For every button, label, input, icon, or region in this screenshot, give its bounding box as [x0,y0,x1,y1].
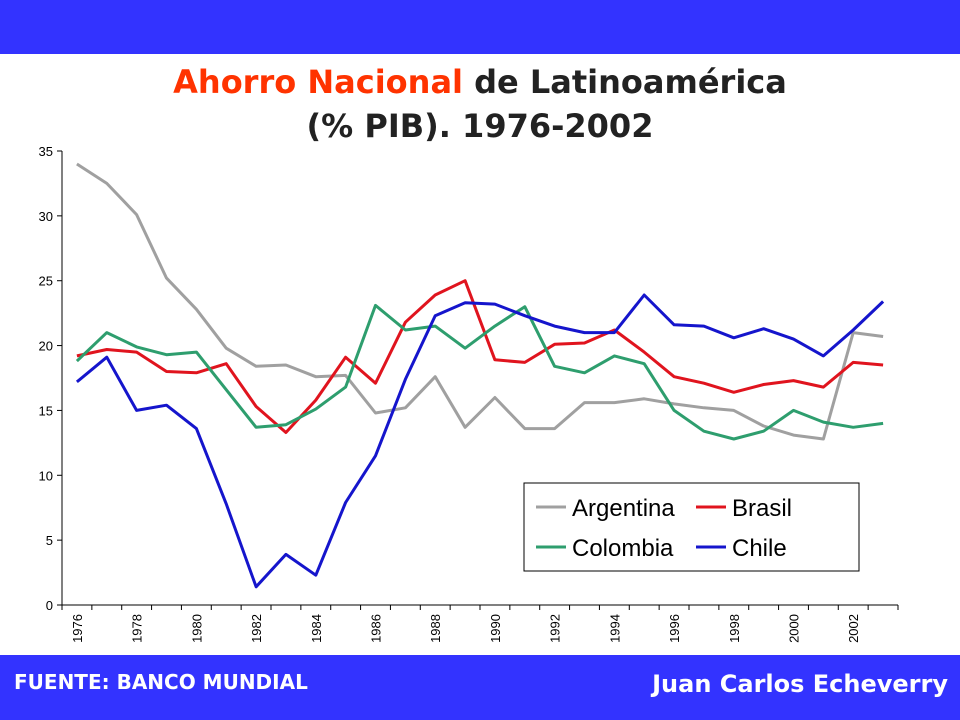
line-chart: 0 5 10 15 20 25 30 35 1976 1978 1980 1982 1984 1986 19… [39,144,899,643]
title-highlight: Ahorro Nacional [173,63,463,101]
chart-axes: 0 5 10 15 20 25 30 35 1976 1978 1980 1982 1984 1986 19… [39,144,899,643]
x-tick-label: 1998 [727,614,742,643]
x-tick-label: 1984 [309,614,324,643]
x-tick-label: 1992 [548,614,563,643]
legend-label-argentina: Argentina [572,495,675,522]
legend-label-colombia: Colombia [572,535,674,562]
title-line2: (% PIB). 1976-2002 [306,107,654,145]
y-tick-label: 0 [46,598,53,613]
y-tick-label: 15 [39,403,53,418]
series-line-argentina [76,162,884,441]
legend-box [523,482,860,572]
x-tick-label: 2000 [787,614,802,643]
x-tick-label: 1994 [607,614,622,643]
x-tick-label: 1982 [249,614,264,643]
legend-label-chile: Chile [732,535,787,562]
footer-band [0,655,960,720]
y-tick-label: 30 [39,209,53,224]
x-tick-label: 2002 [846,614,861,643]
legend-label-brasil: Brasil [732,495,792,522]
chart-legend: Argentina Brasil Colombia Chile [523,482,860,572]
header-band [0,0,960,54]
source-label: FUENTE: BANCO MUNDIAL [14,670,308,694]
x-tick-label: 1988 [428,614,443,643]
y-tick-label: 10 [39,468,53,483]
author-label: Juan Carlos Echeverry [652,670,948,698]
y-tick-label: 20 [39,339,53,354]
y-tick-label: 5 [46,533,53,548]
chart-series [75,162,885,589]
x-tick-label: 1990 [488,614,503,643]
y-tick-label: 35 [39,144,53,159]
chart-title: Ahorro Nacional de Latinoamérica (% PIB)… [0,60,960,148]
series-line-colombia [75,303,884,441]
y-tick-label: 25 [39,274,53,289]
x-tick-label: 1986 [369,614,384,643]
x-tick-label: 1980 [189,614,204,643]
series-line-chile [75,293,885,589]
title-rest: de Latinoamérica [474,63,787,101]
x-tick-label: 1978 [130,614,145,643]
x-tick-label: 1976 [70,614,85,643]
x-tick-label: 1996 [667,614,682,643]
series-line-brasil [76,279,884,434]
